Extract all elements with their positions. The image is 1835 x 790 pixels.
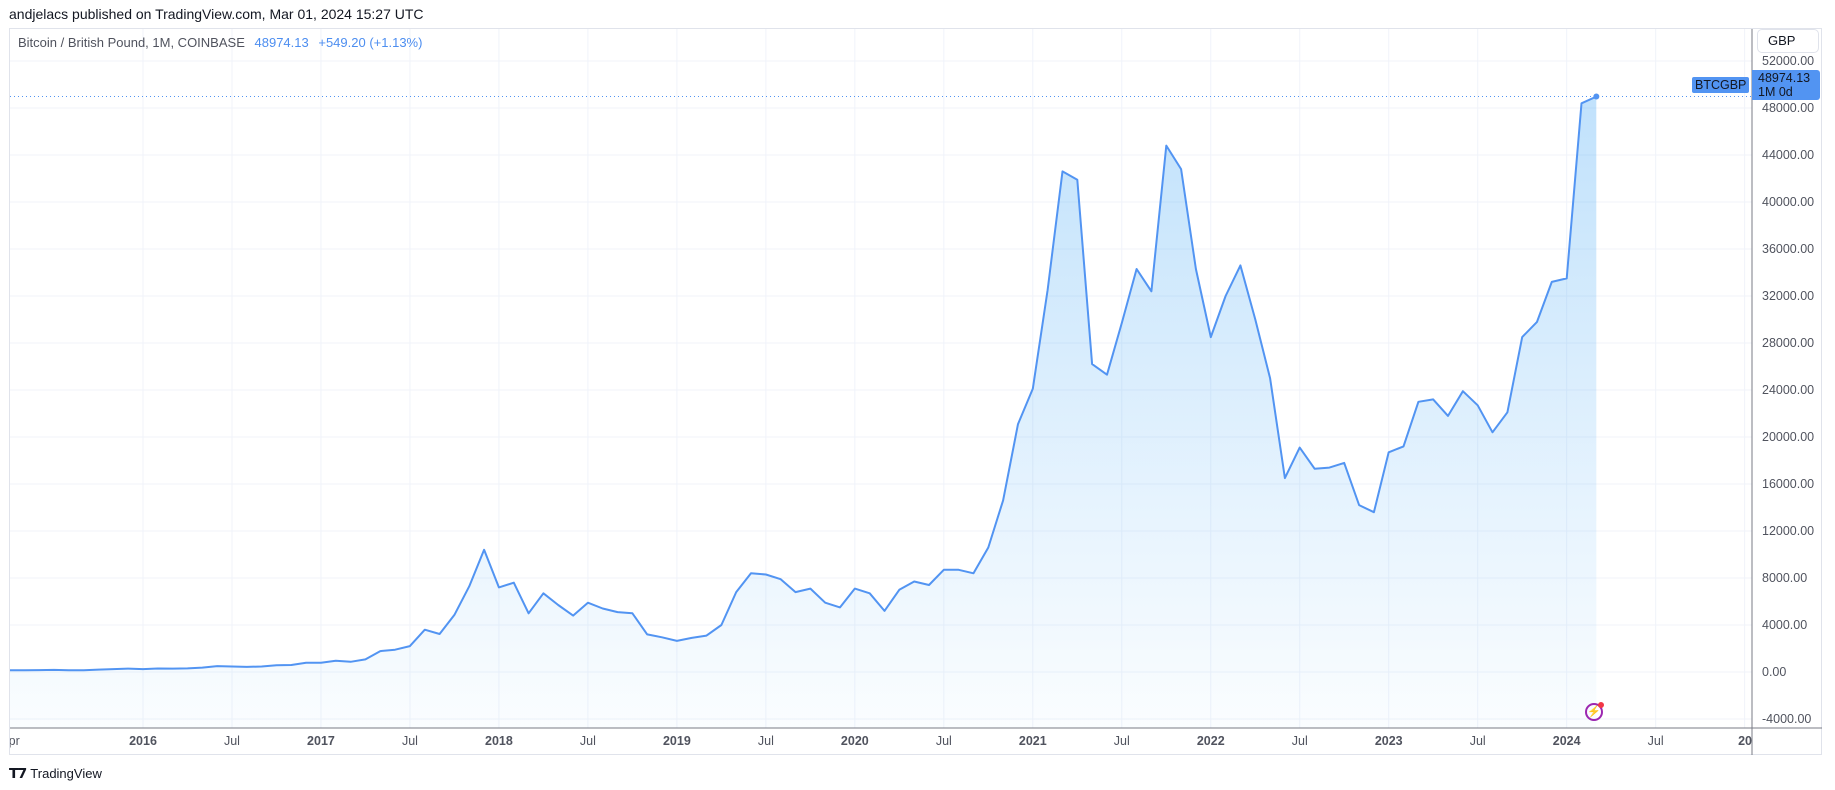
x-tick-label: 2025 <box>1738 734 1766 748</box>
last-price-value: 48974.13 <box>1758 71 1811 85</box>
x-tick-label: 2018 <box>485 734 513 748</box>
y-tick-label: 40000.00 <box>1762 195 1815 209</box>
symbol-price-tag: BTCGBP <box>1692 77 1750 93</box>
x-tick-label: 2021 <box>1018 734 1047 748</box>
x-tick-label: 2023 <box>1374 734 1403 748</box>
x-tick-label: Jul <box>935 734 952 748</box>
chart-legend: Bitcoin / British Pound, 1M, COINBASE 48… <box>18 35 422 50</box>
lightning-icon[interactable]: ⚡ <box>1585 702 1604 721</box>
currency-button[interactable]: GBP <box>1757 29 1819 53</box>
last-price-marker <box>1593 93 1600 100</box>
y-tick-label: 48000.00 <box>1762 101 1815 115</box>
brand-name: TradingView <box>30 766 102 781</box>
publish-info: andjelacs published on TradingView.com, … <box>9 6 424 22</box>
y-tick-label: 44000.00 <box>1762 148 1815 162</box>
y-tick-label: 20000.00 <box>1762 430 1815 444</box>
x-tick-label: 2017 <box>307 734 335 748</box>
y-tick-label: 28000.00 <box>1762 336 1815 350</box>
series-area-fill <box>10 96 1597 728</box>
y-tick-label: 24000.00 <box>1762 383 1815 397</box>
y-tick-label: 8000.00 <box>1762 571 1808 585</box>
y-tick-label: 12000.00 <box>1762 524 1815 538</box>
x-tick-label: 2016 <box>129 734 157 748</box>
bar-countdown: 1M 0d <box>1758 85 1793 99</box>
y-tick-label: 4000.00 <box>1762 618 1808 632</box>
x-tick-label: Jul <box>1291 734 1308 748</box>
x-tick-label: 2019 <box>662 734 691 748</box>
x-tick-label: Jul <box>1469 734 1486 748</box>
x-tick-label: Jul <box>1647 734 1664 748</box>
x-tick-label: 2020 <box>840 734 869 748</box>
tradingview-logo-icon: 𝗧𝟳 <box>9 765 27 781</box>
legend-last-price: 48974.13 <box>254 35 309 50</box>
y-tick-label: 36000.00 <box>1762 242 1815 256</box>
x-tick-label: 2024 <box>1552 734 1581 748</box>
y-tick-label: 32000.00 <box>1762 289 1815 303</box>
series-line <box>10 95 1597 672</box>
y-tick-label: 16000.00 <box>1762 477 1815 491</box>
legend-change: +549.20 (+1.13%) <box>318 35 423 50</box>
chart-frame <box>9 28 1822 755</box>
last-price-tag: 48974.13 1M 0d <box>1752 70 1820 100</box>
y-tick-label: 52000.00 <box>1762 54 1815 68</box>
x-tick-label: Jul <box>1113 734 1130 748</box>
y-tick-label: 0.00 <box>1762 665 1787 679</box>
y-tick-label: -4000.00 <box>1762 712 1812 726</box>
tradingview-logo[interactable]: 𝗧𝟳 TradingView <box>9 765 102 782</box>
x-tick-label: 2022 <box>1196 734 1225 748</box>
notification-dot <box>1598 702 1604 708</box>
legend-symbol[interactable]: Bitcoin / British Pound, 1M, COINBASE <box>18 35 245 50</box>
x-tick-label: Apr <box>0 734 20 748</box>
x-tick-label: Jul <box>401 734 418 748</box>
x-tick-label: Jul <box>757 734 774 748</box>
x-tick-label: Jul <box>223 734 240 748</box>
x-tick-label: Jul <box>579 734 596 748</box>
